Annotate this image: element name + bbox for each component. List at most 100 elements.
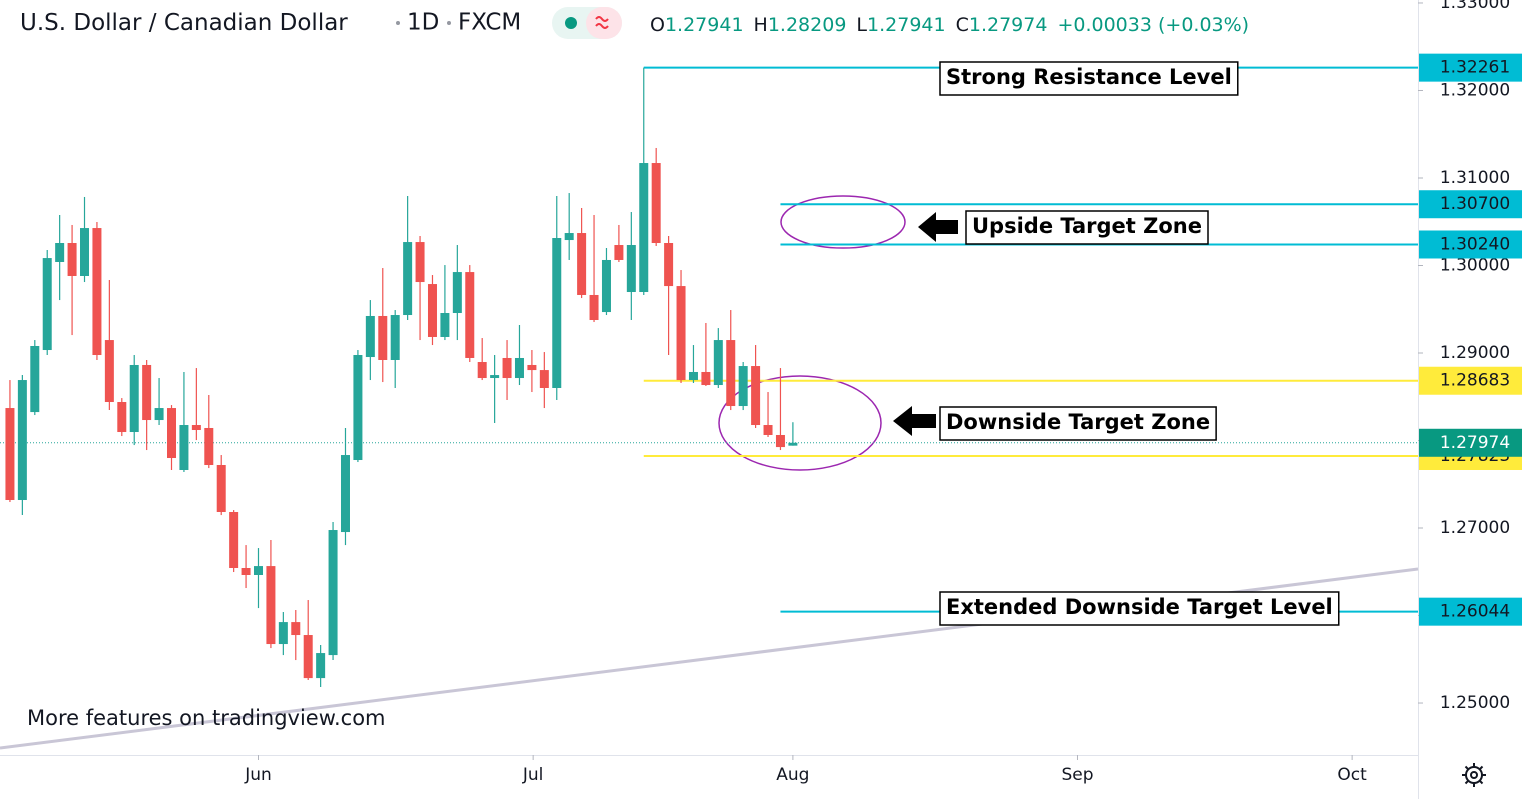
- annotation-box: [965, 210, 1209, 245]
- level-label: 1.32261: [1440, 58, 1510, 78]
- candle-body: [527, 364, 537, 371]
- level-label-box: [1419, 190, 1522, 219]
- arrow: [893, 406, 936, 436]
- x-tick-label: Sep: [1061, 765, 1093, 785]
- candle-body: [403, 242, 413, 316]
- candle-body: [167, 408, 177, 459]
- candle-body: [490, 375, 500, 379]
- y-tick-label: 1.25000: [1440, 693, 1510, 713]
- candle-body: [415, 242, 425, 283]
- candle-body: [204, 427, 214, 466]
- symbol-name: U.S. Dollar / Canadian Dollar: [20, 10, 348, 36]
- candle-body: [552, 238, 562, 389]
- candle-body: [664, 243, 674, 287]
- axes: 1.330001.320001.310001.300001.290001.280…: [244, 0, 1522, 785]
- separator: [396, 21, 400, 25]
- x-tick-label: Aug: [776, 765, 809, 785]
- separator: [447, 21, 451, 25]
- ohlc-letter: L: [856, 14, 867, 36]
- candle-body: [117, 402, 127, 433]
- candle-body: [539, 370, 549, 389]
- candle-body: [452, 272, 462, 314]
- y-tick-label: 1.32000: [1440, 80, 1510, 100]
- candle-body: [5, 408, 15, 501]
- annotation-box: [939, 406, 1217, 441]
- candle-body: [601, 259, 611, 313]
- level-label: 1.30240: [1440, 234, 1510, 254]
- candle-body: [514, 357, 524, 379]
- candle-body: [104, 340, 114, 403]
- candle-body: [42, 258, 52, 351]
- candle-body: [55, 243, 65, 262]
- candle-body: [577, 233, 587, 295]
- candle-body: [266, 566, 276, 645]
- candle-body: [340, 455, 350, 533]
- candle-body: [639, 163, 649, 293]
- ohlc-value: 1.27941: [665, 14, 744, 36]
- candle-body: [17, 380, 27, 501]
- y-tick-label: 1.31000: [1440, 168, 1510, 188]
- current-price-box: [1419, 428, 1522, 457]
- y-tick-label: 1.33000: [1440, 0, 1510, 13]
- candle-body: [30, 345, 40, 413]
- delay-icon: [595, 16, 609, 29]
- candle-body: [502, 357, 512, 379]
- candle-body: [688, 371, 698, 381]
- annotation-box: [939, 61, 1239, 96]
- candle-body: [378, 315, 388, 360]
- settings-icon[interactable]: [1462, 763, 1486, 787]
- candle-body: [303, 635, 313, 679]
- annotation-box: [939, 591, 1340, 626]
- x-tick-label: Jul: [522, 765, 544, 785]
- candle-body: [713, 340, 723, 386]
- ohlc-letter: H: [754, 14, 768, 36]
- level-label-box: [1419, 230, 1522, 259]
- candle-body: [191, 425, 201, 431]
- ohlc-letter: O: [650, 14, 665, 36]
- candle-body: [614, 245, 624, 260]
- candle-body: [365, 315, 375, 358]
- level-label-box: [1419, 53, 1522, 82]
- level-label: 1.28683: [1440, 371, 1510, 391]
- annotation: Downside Target Zone: [946, 410, 1210, 434]
- gear-teeth: [1462, 763, 1486, 787]
- candle-body: [80, 228, 90, 276]
- candle-body: [465, 272, 475, 358]
- upside-zone-ellipse: [780, 195, 906, 249]
- ohlc-value: 1.27941: [867, 14, 946, 36]
- y-tick-label: 1.30000: [1440, 255, 1510, 275]
- candle-body: [589, 294, 599, 321]
- y-tick-label: 1.27000: [1440, 518, 1510, 538]
- ohlc-letter: C: [956, 14, 969, 36]
- candle-body: [477, 362, 487, 379]
- candle-body: [142, 364, 152, 421]
- level-label: 1.26044: [1440, 602, 1510, 622]
- arrow: [918, 212, 958, 242]
- candle-body: [229, 511, 239, 569]
- candle-body: [67, 243, 77, 276]
- ohlc-value: 1.27974: [969, 14, 1048, 36]
- candle-body: [241, 568, 251, 576]
- candle-body: [626, 245, 636, 293]
- gear-hub: [1470, 771, 1478, 779]
- source: FXCM: [458, 10, 521, 36]
- annotation: Strong Resistance Level: [946, 65, 1232, 89]
- annotation: Upside Target Zone: [972, 214, 1202, 238]
- candle-body: [726, 340, 736, 407]
- annotation: Extended Downside Target Level: [946, 595, 1333, 619]
- candle-body: [353, 355, 363, 461]
- downside-zone-ellipse: [718, 375, 882, 471]
- market-open-dot: [565, 17, 577, 29]
- candle-body: [440, 313, 450, 337]
- candles: [5, 67, 798, 688]
- legend-background: [0, 0, 1410, 46]
- status-pill-right[interactable]: [586, 7, 622, 39]
- candle-body: [154, 408, 164, 421]
- y-tick-label: 1.29000: [1440, 343, 1510, 363]
- candle-body: [701, 371, 711, 386]
- x-tick-label: Oct: [1337, 765, 1367, 785]
- candle-body: [788, 442, 798, 446]
